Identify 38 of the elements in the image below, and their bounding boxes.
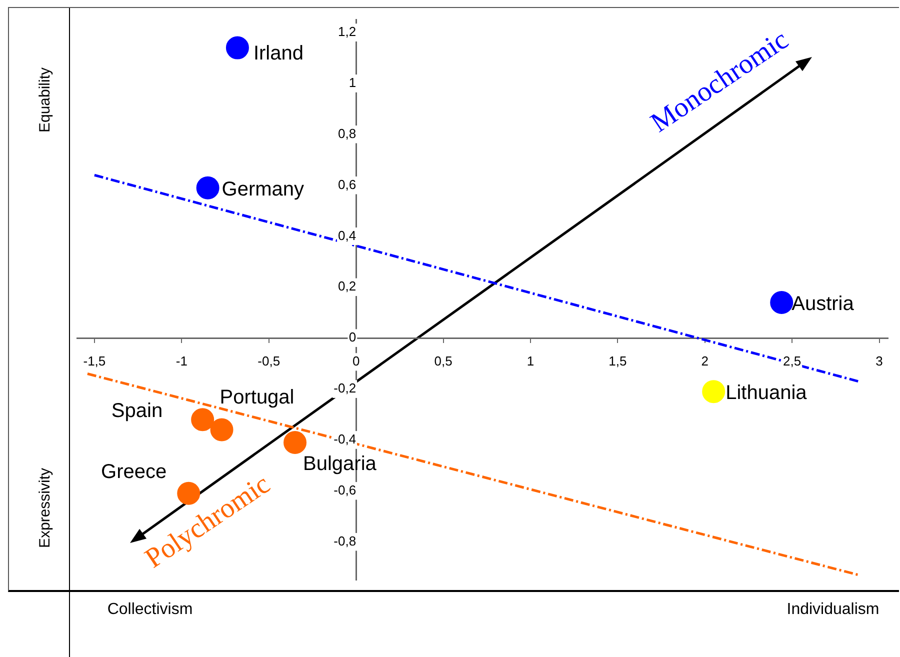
x-tick-label: 2: [701, 353, 708, 368]
x-tick-label: 0,5: [434, 353, 452, 368]
x-tick-label: 3: [876, 353, 883, 368]
y-tick-label: -0,8: [334, 533, 356, 548]
text: Equability: [36, 67, 54, 133]
series-label: Portugal: [220, 386, 294, 408]
x-tick-label: 1,5: [608, 353, 627, 368]
y-tick-label: -0,2: [334, 380, 356, 396]
x-tick-label: -0,5: [258, 353, 280, 368]
y-tick-label: 0,4: [338, 228, 356, 243]
text: Individualism: [786, 601, 880, 619]
point: [770, 290, 794, 314]
x-tick-label: 2,5: [783, 353, 802, 368]
y-tick-label: 1,2: [338, 24, 356, 40]
series-label: Austria: [792, 292, 855, 315]
x-tick-label: 1: [526, 353, 534, 368]
y-tick-label: 1: [348, 75, 356, 90]
point: [702, 380, 726, 404]
y-tick-label: -0,6: [334, 482, 356, 498]
series-label: Spain: [111, 400, 163, 422]
y-tick-label: 0,2: [338, 278, 356, 294]
x-tick-label: -1: [176, 353, 188, 368]
y-tick-label: 0,6: [338, 176, 356, 192]
point: [284, 430, 307, 454]
series-label: Greece: [101, 460, 167, 483]
point: [196, 176, 220, 200]
series-label: Irland: [253, 42, 304, 64]
point: [210, 418, 234, 442]
series-label: Germany: [222, 178, 304, 200]
y-tick-label: 0: [348, 330, 356, 345]
x-tick-label: -1,5: [83, 353, 106, 368]
point: [226, 36, 249, 60]
series-label: Lithuania: [726, 382, 808, 404]
y-tick-label: -0,4: [334, 432, 356, 447]
y-tick-label: 0,8: [338, 126, 356, 141]
text: Collectivism: [107, 601, 193, 619]
point: [191, 408, 214, 432]
text: Expressivity: [36, 468, 54, 548]
